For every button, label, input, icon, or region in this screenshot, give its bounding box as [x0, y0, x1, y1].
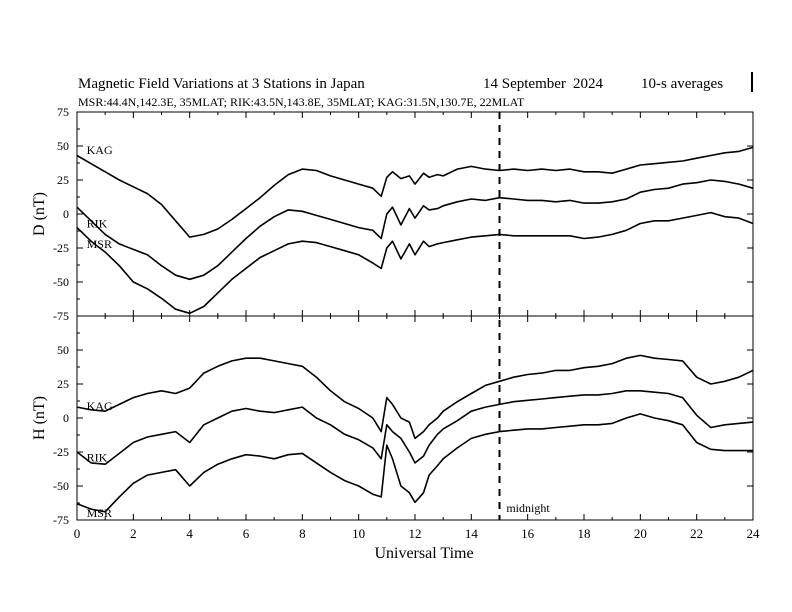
x-tick-label: 6: [243, 526, 250, 541]
y-tick-label: 0: [63, 207, 69, 221]
series-line-msr: [76, 211, 754, 315]
x-tick-label: 0: [74, 526, 81, 541]
y-axis-label: D (nT): [31, 192, 48, 236]
x-tick-label: 20: [634, 526, 647, 541]
x-tick-label: 12: [409, 526, 422, 541]
y-tick-label: 75: [57, 105, 69, 119]
y-tick-label: -25: [53, 445, 69, 459]
y-tick-label: 50: [57, 139, 69, 153]
panel-frame: [76, 111, 754, 317]
series-line-kag: [76, 354, 754, 440]
x-tick-label: 16: [521, 526, 535, 541]
y-tick-label: 50: [57, 343, 69, 357]
x-tick-label: 24: [747, 526, 761, 541]
x-tick-label: 4: [186, 526, 193, 541]
station-info: MSR:44.4N,142.3E, 35MLAT; RIK:43.5N,143.…: [78, 95, 525, 109]
midnight-annotation: midnight: [506, 501, 550, 515]
series-label-msr: MSR: [87, 237, 112, 251]
y-tick-label: -50: [53, 275, 69, 289]
y-tick-label: 25: [57, 173, 69, 187]
x-tick-label: 10: [352, 526, 365, 541]
x-tick-label: 18: [578, 526, 591, 541]
series-label-kag: KAG: [87, 143, 113, 157]
chart-title: Magnetic Field Variations at 3 Stations …: [78, 76, 365, 92]
series-line-rik: [76, 179, 754, 281]
y-tick-label: -50: [53, 479, 69, 493]
chart-averaging: 10-s averages: [641, 76, 723, 92]
series-line-kag: [76, 146, 754, 238]
chart-year: 2024: [573, 76, 604, 92]
x-axis-label: Universal Time: [374, 545, 473, 562]
x-tick-label: 14: [465, 526, 479, 541]
series-line-msr: [76, 413, 753, 513]
series-label-msr: MSR: [87, 506, 112, 520]
y-tick-label: -75: [53, 309, 69, 323]
series-label-rik: RIK: [87, 217, 108, 231]
series-label-rik: RIK: [87, 450, 108, 464]
y-tick-label: -25: [53, 241, 69, 255]
chart-date: 14 September: [483, 76, 566, 92]
series-label-kag: KAG: [87, 399, 113, 413]
x-tick-label: 2: [130, 526, 137, 541]
d-panel: 75 50 25 0 -25 -50 -75 D (nT) KAG RIK MSR: [31, 105, 754, 323]
header-end-bar: [751, 72, 753, 92]
y-axis-label: H (nT): [31, 396, 48, 440]
y-tick-label: -75: [53, 513, 69, 527]
y-tick-label: 25: [57, 377, 69, 391]
x-tick-label: 22: [690, 526, 703, 541]
series-line-rik: [76, 389, 754, 466]
y-tick-label: 0: [63, 411, 69, 425]
x-tick-label: 8: [299, 526, 306, 541]
